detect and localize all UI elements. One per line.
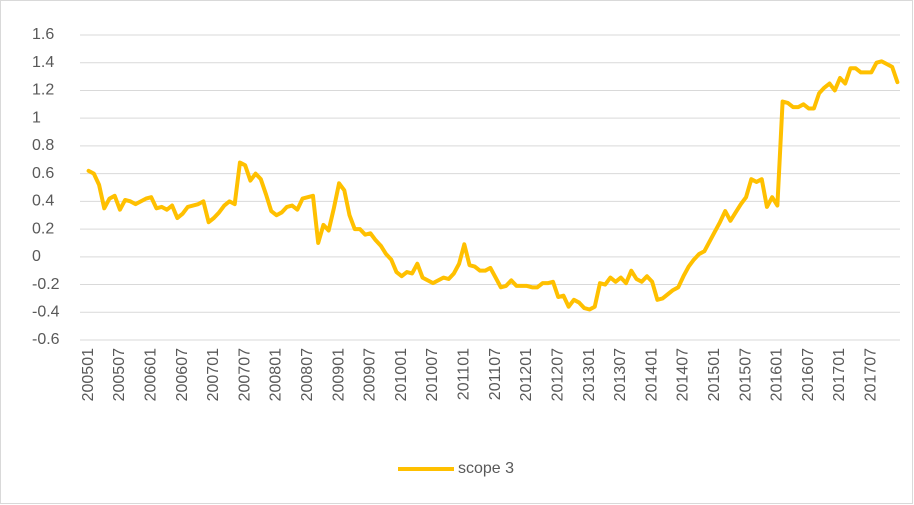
x-tick-label: 200907 xyxy=(362,348,379,401)
y-tick-label: 1.4 xyxy=(32,54,54,71)
y-tick-label: -0.4 xyxy=(32,303,60,320)
x-tick-label: 200701 xyxy=(205,348,222,401)
x-tick-label: 200807 xyxy=(299,348,316,401)
x-tick-label: 201601 xyxy=(769,348,786,401)
y-tick-label: 0.8 xyxy=(32,137,54,154)
x-tick-label: 200607 xyxy=(174,348,191,401)
x-tick-label: 201101 xyxy=(456,348,473,400)
x-tick-label: 201701 xyxy=(831,348,848,401)
y-tick-label: -0.6 xyxy=(32,331,60,348)
y-tick-label: 0.6 xyxy=(32,165,54,182)
x-tick-label: 201207 xyxy=(549,348,566,401)
y-tick-label: 1.2 xyxy=(32,82,54,99)
x-tick-label: 201107 xyxy=(487,348,504,400)
x-tick-label: 201501 xyxy=(706,348,723,401)
x-tick-label: 200507 xyxy=(111,348,128,401)
y-tick-label: -0.2 xyxy=(32,276,60,293)
x-tick-label: 201401 xyxy=(643,348,660,401)
x-tick-label: 201707 xyxy=(863,348,880,401)
x-tick-label: 201007 xyxy=(424,348,441,401)
x-tick-label: 200707 xyxy=(236,348,253,401)
y-tick-label: 0.4 xyxy=(32,193,54,210)
legend-label: scope 3 xyxy=(458,460,514,477)
y-tick-label: 1.6 xyxy=(32,26,54,43)
x-tick-label: 201407 xyxy=(675,348,692,401)
y-tick-label: 1 xyxy=(32,109,41,126)
x-tick-label: 201307 xyxy=(612,348,629,401)
y-tick-label: 0 xyxy=(32,248,41,265)
x-tick-label: 201001 xyxy=(393,348,410,401)
series-line xyxy=(86,59,900,312)
y-tick-label: 0.2 xyxy=(32,220,54,237)
x-tick-label: 200901 xyxy=(330,348,347,401)
x-tick-label: 200801 xyxy=(268,348,285,401)
x-tick-label: 201607 xyxy=(800,348,817,401)
x-tick-label: 201507 xyxy=(737,348,754,401)
x-tick-label: 201301 xyxy=(581,348,598,401)
x-tick-label: 200601 xyxy=(142,348,159,401)
x-tick-label: 200501 xyxy=(80,348,97,401)
x-tick-label: 201201 xyxy=(518,348,535,401)
